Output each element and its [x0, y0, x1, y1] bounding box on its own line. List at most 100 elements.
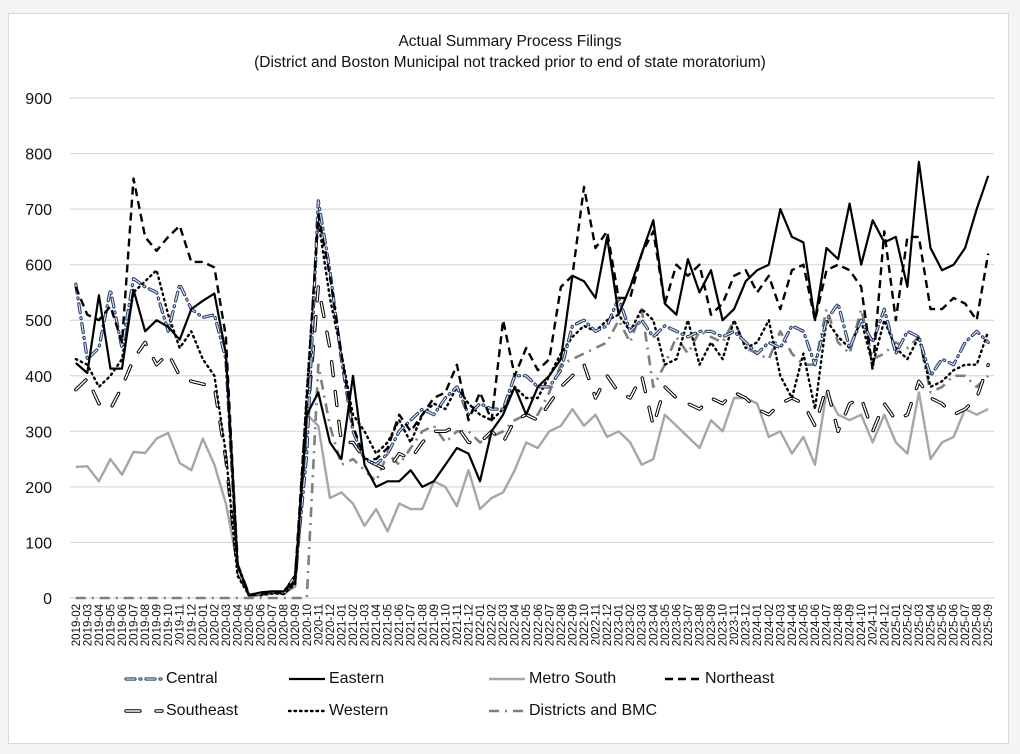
x-tick-label: 2020-04: [232, 603, 244, 646]
x-tick-label: 2024-02: [764, 604, 776, 646]
x-tick-label: 2022-08: [556, 604, 568, 646]
x-tick-label: 2022-12: [602, 604, 614, 646]
x-tick-label: 2025-05: [937, 604, 949, 646]
x-tick-label: 2023-04: [648, 603, 660, 646]
y-tick-label: 0: [43, 591, 52, 608]
x-tick-label: 2021-11: [452, 604, 464, 645]
y-tick-label: 400: [25, 369, 52, 386]
x-tick-label: 2024-08: [833, 604, 845, 646]
legend-swatch-icon: [665, 677, 701, 681]
x-tick-label: 2024-12: [879, 604, 891, 646]
x-tick-label: 2024-01: [752, 604, 764, 646]
x-tick-label: 2022-03: [498, 604, 510, 646]
y-tick-label: 700: [25, 202, 52, 219]
legend-item-districts-and-bmc: Districts and BMC: [487, 702, 657, 720]
x-tick-label: 2021-10: [440, 604, 452, 646]
x-tick-label: 2025-02: [902, 604, 914, 646]
x-tick-label: 2020-11: [313, 604, 325, 645]
x-tick-label: 2021-07: [406, 604, 418, 646]
x-tick-label: 2019-12: [186, 604, 198, 646]
x-tick-label: 2022-09: [567, 604, 579, 646]
x-tick-label: 2020-01: [198, 604, 210, 646]
x-tick-label: 2023-11: [729, 604, 741, 645]
legend-item-western: Western: [287, 702, 388, 720]
x-tick-label: 2019-08: [140, 604, 152, 646]
chart-frame: [8, 13, 1009, 744]
x-tick-label: 2025-06: [949, 604, 961, 646]
x-tick-label: 2024-07: [822, 604, 834, 646]
x-tick-label: 2023-03: [637, 604, 649, 646]
x-tick-label: 2024-06: [810, 604, 822, 646]
legend-swatch-icon: [287, 709, 327, 713]
x-tick-label: 2022-07: [544, 604, 556, 646]
x-tick-label: 2022-04: [510, 603, 522, 646]
x-tick-label: 2019-06: [117, 604, 129, 646]
legend-item-central: Central: [124, 670, 218, 688]
series-western: [74, 218, 990, 597]
x-tick-label: 2023-10: [718, 604, 730, 646]
x-tick-label: 2020-03: [221, 604, 233, 646]
legend-item-northeast: Northeast: [663, 670, 774, 688]
series-metro-south: [75, 391, 989, 597]
legend-swatch-icon: [489, 709, 525, 713]
x-tick-label: 2020-10: [302, 604, 314, 646]
x-tick-label: 2023-06: [671, 604, 683, 646]
x-tick-label: 2022-06: [533, 604, 545, 646]
x-tick-label: 2021-12: [463, 604, 475, 646]
x-tick-label: 2020-05: [244, 604, 256, 646]
x-tick-label: 2025-04: [925, 603, 937, 646]
x-tick-label: 2025-08: [972, 604, 984, 646]
legend-label: Northeast: [705, 670, 775, 687]
legend-item-eastern: Eastern: [287, 670, 384, 688]
x-tick-label: 2021-02: [348, 604, 360, 646]
x-tick-label: 2022-11: [591, 604, 603, 645]
legend-label: Eastern: [329, 670, 385, 687]
x-tick-label: 2023-09: [706, 604, 718, 646]
legend-swatch-icon: [124, 709, 164, 713]
x-tick-label: 2023-07: [683, 604, 695, 646]
y-tick-label: 300: [25, 424, 52, 441]
x-tick-label: 2019-11: [175, 604, 187, 645]
legend-swatch-icon: [124, 677, 164, 681]
y-tick-label: 800: [25, 147, 52, 164]
x-tick-label: 2022-02: [487, 604, 499, 646]
x-tick-label: 2024-05: [798, 604, 810, 646]
chart-subtitle: (District and Boston Municipal not track…: [254, 54, 766, 71]
legend-item-southeast: Southeast: [124, 702, 238, 720]
x-tick-label: 2025-01: [891, 604, 903, 646]
x-tick-label: 2020-08: [279, 604, 291, 646]
x-tick-label: 2021-05: [383, 604, 395, 646]
y-tick-label: 100: [25, 535, 52, 552]
y-tick-label: 200: [25, 480, 52, 497]
x-tick-label: 2019-02: [71, 604, 83, 646]
x-tick-label: 2020-12: [325, 604, 337, 646]
x-tick-label: 2022-10: [579, 604, 591, 646]
x-tick-label: 2024-10: [856, 604, 868, 646]
y-tick-label: 600: [25, 258, 52, 275]
x-tick-label: 2020-09: [290, 604, 302, 646]
legend-label: Districts and BMC: [529, 702, 658, 719]
x-tick-label: 2021-09: [429, 604, 441, 646]
x-tick-label: 2021-01: [336, 604, 348, 646]
series-districts-and-bmc: [75, 307, 990, 600]
x-tick-label: 2020-07: [267, 604, 279, 646]
legend-label: Central: [166, 670, 218, 687]
x-tick-label: 2019-09: [152, 604, 164, 646]
x-tick-label: 2021-08: [417, 604, 429, 646]
x-tick-label: 2021-03: [360, 604, 372, 646]
x-tick-label: 2023-12: [741, 604, 753, 646]
series-central: [74, 199, 990, 597]
x-tick-label: 2019-04: [94, 603, 106, 646]
x-tick-label: 2023-05: [660, 604, 672, 646]
legend-label: Metro South: [529, 670, 617, 687]
x-tick-label: 2019-07: [129, 604, 141, 646]
series-southeast: [74, 285, 990, 597]
legend-label: Western: [329, 702, 389, 719]
y-tick-label: 900: [25, 91, 52, 108]
x-tick-label: 2022-05: [521, 604, 533, 646]
series-eastern: [75, 160, 990, 597]
legend-item-metro-south: Metro South: [487, 670, 616, 688]
x-tick-label: 2019-10: [163, 604, 175, 646]
x-tick-label: 2025-09: [983, 604, 995, 646]
